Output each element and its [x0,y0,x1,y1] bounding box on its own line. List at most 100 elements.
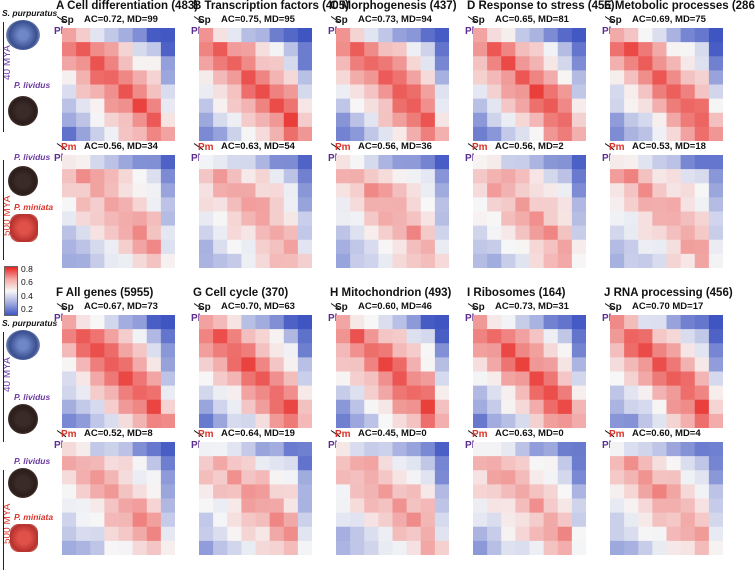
heatmap-cell [118,126,134,141]
heatmap-cell [638,357,653,372]
heatmap-cell [76,526,91,542]
heatmap-cell [364,112,379,128]
heatmap-cell [160,399,175,415]
heatmap-cell [118,98,134,114]
heatmap-cell [213,399,228,415]
heatmap-cell [213,540,228,555]
heatmap-cell [473,329,488,344]
bottom-heatmap-stat: AC=0.53, MD=18 [632,141,706,152]
heatmap-cell [241,357,256,372]
heatmap-cell [283,470,299,485]
heatmap-cell [406,211,422,227]
heatmap-cell [213,371,228,387]
heatmap-cell [160,357,175,372]
heatmap-cell [283,456,299,471]
heatmap-cell [473,385,488,401]
axis-label-pl: Pl [191,313,201,324]
heatmap-cell [255,84,271,100]
heatmap-cell [694,169,710,184]
heatmap-cell [241,169,256,184]
heatmap-cell [104,343,119,358]
heatmap-cell [515,239,530,255]
heatmap-cell [255,253,271,268]
heatmap-cell [62,253,77,268]
heatmap-cell [350,413,365,428]
heatmap-cell [255,343,271,358]
heatmap-cell [392,56,408,71]
axis-label-pl: Pl [465,153,475,164]
heatmap-cell [62,42,77,57]
heatmap-cell [378,385,393,401]
heatmap-cell [557,56,573,71]
heatmap-cell [241,28,256,43]
heatmap-cell [336,343,351,358]
heatmap-cell [76,540,91,555]
heatmap-cell [666,70,682,85]
heatmap-cell [638,343,653,358]
heatmap-cell [638,484,653,499]
heatmap-cell [364,253,379,268]
heatmap-cell [501,155,516,170]
heatmap-cell [434,239,449,255]
heatmap-cell [213,84,228,100]
heatmap-cell [624,42,639,57]
heatmap-cell [666,470,682,485]
heatmap-cell [350,526,365,542]
heatmap-cell [434,456,449,471]
heatmap-cell [283,211,299,227]
top-heatmap [336,315,449,428]
heatmap-cell [90,343,105,358]
heatmap-cell [62,399,77,415]
heatmap-cell [160,169,175,184]
heatmap-cell [610,456,625,471]
heatmap-cell [132,315,148,330]
heatmap-cell [638,329,653,344]
heatmap-cell [350,357,365,372]
heatmap-cell [543,197,559,212]
heatmap-cell [680,112,696,128]
heatmap-cell [76,239,91,255]
heatmap-cell [610,197,625,212]
heatmap-cell [297,56,312,71]
heatmap-cell [638,385,653,401]
heatmap-cell [104,498,119,514]
heatmap-cell [392,540,408,555]
heatmap-cell [146,343,162,358]
heatmap-cell [406,197,422,212]
heatmap-cell [515,253,530,268]
heatmap-cell [146,498,162,514]
heatmap-cell [652,470,667,485]
heatmap-cell [406,56,422,71]
heatmap-cell [392,112,408,128]
heatmap-cell [90,470,105,485]
heatmap-cell [501,512,516,528]
heatmap-cell [557,197,573,212]
heatmap-cell [473,413,488,428]
heatmap-cell [62,484,77,499]
heatmap-cell [501,253,516,268]
heatmap-cell [624,456,639,471]
heatmap-cell [666,540,682,555]
heatmap-cell [624,442,639,457]
heatmap-cell [227,70,242,85]
species-label-s-purpuratus-2: S. purpuratus [2,318,58,328]
heatmap-cell [680,169,696,184]
heatmap-cell [638,442,653,457]
heatmap-cell [694,371,710,387]
sea-urchin-dark-image [8,96,38,126]
heatmap-cell [104,413,119,428]
heatmap-cell [255,540,271,555]
heatmap-cell [364,498,379,514]
heatmap-cell [364,484,379,499]
heatmap-cell [227,84,242,100]
heatmap-cell [487,112,502,128]
heatmap-cell [624,343,639,358]
heatmap-cell [652,98,667,114]
heatmap-cell [529,56,545,71]
heatmap-cell [227,112,242,128]
heatmap-cell [364,197,379,212]
heatmap-cell [434,399,449,415]
top-heatmap-stat: AC=0.60, MD=46 [358,301,432,312]
heatmap-cell [146,211,162,227]
heatmap-cell [227,155,242,170]
